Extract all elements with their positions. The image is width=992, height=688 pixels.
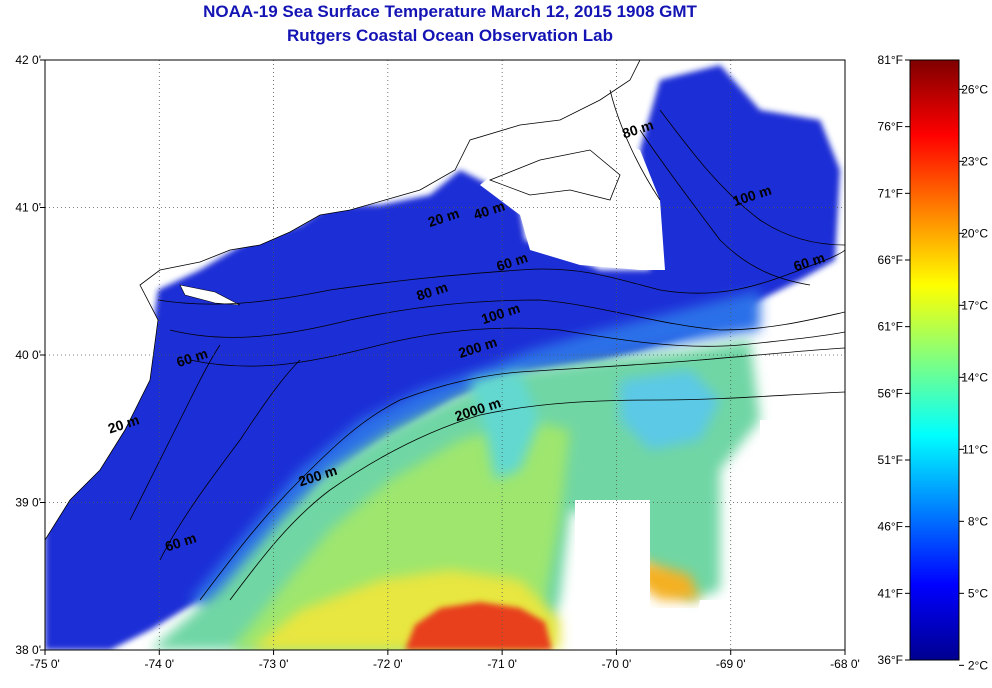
latitude-ticks: 42 0' 41 0' 40 0' 39 0' 38 0' [15,53,45,657]
colorbar-fahrenheit-labels: 81°F 76°F 71°F 66°F 61°F 56°F 51°F 46°F 41°F 36°F [878,53,910,667]
colorbar-f-label: 41°F [878,586,903,600]
lon-tick-label: -72 0' [373,657,403,671]
colorbar-c-label: 20°C [961,226,988,240]
colorbar-f-label: 51°F [878,453,903,467]
lat-tick-label: 38 0' [15,643,41,657]
colorbar-f-label: 36°F [878,653,903,667]
colorbar-celsius-labels: 26°C 23°C 20°C 17°C 14°C 11°C 8°C 5°C 2°C [959,82,988,672]
sst-field [45,60,845,650]
chart-title: NOAA-19 Sea Surface Temperature March 12… [203,2,697,21]
colorbar-c-label: 23°C [961,154,988,168]
colorbar-c-label: 17°C [961,298,988,312]
lat-lon-grid [45,60,845,650]
lon-tick-label: -69 0' [716,657,746,671]
colorbar-f-label: 66°F [878,253,903,267]
lon-tick-label: -75 0' [30,657,60,671]
lon-tick-label: -74 0' [144,657,174,671]
colorbar-f-label: 71°F [878,186,903,200]
colorbar-f-label: 61°F [878,320,903,334]
lon-tick-label: -68 0' [830,657,860,671]
longitude-ticks: -75 0' -74 0' -73 0' -72 0' -71 0' -70 0' -69 … [30,650,860,671]
chart-subtitle: Rutgers Coastal Ocean Observation Lab [287,26,613,45]
lon-tick-label: -70 0' [602,657,632,671]
lat-tick-label: 40 0' [15,348,41,362]
colorbar-c-label: 14°C [961,370,988,384]
colorbar [909,59,960,661]
colorbar-f-label: 56°F [878,386,903,400]
colorbar-c-label: 5°C [968,586,988,600]
colorbar-c-label: 26°C [961,82,988,96]
lon-tick-label: -73 0' [259,657,289,671]
lat-tick-label: 39 0' [15,496,41,510]
colorbar-f-label: 81°F [878,53,903,67]
lon-tick-label: -71 0' [487,657,517,671]
colorbar-f-label: 76°F [878,120,903,134]
colorbar-c-label: 11°C [962,442,988,456]
colorbar-c-label: 2°C [968,658,988,672]
colorbar-f-label: 46°F [878,520,903,534]
isobath-lines [129,89,845,601]
lat-tick-label: 42 0' [15,53,41,67]
colorbar-c-label: 8°C [968,514,988,528]
lat-tick-label: 41 0' [15,201,41,215]
